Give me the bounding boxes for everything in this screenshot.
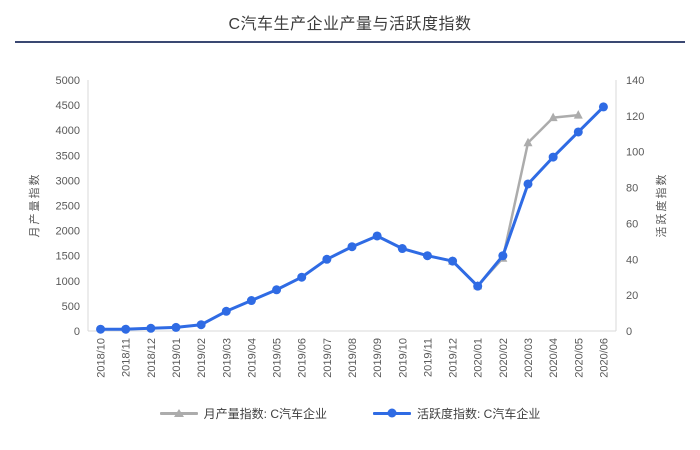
data-point-marker <box>347 242 357 252</box>
legend-item: 月产量指数: C汽车企业 <box>159 405 327 422</box>
circle-marker-icon <box>387 408 397 418</box>
x-axis-tick-label: 2020/01 <box>473 338 485 378</box>
right-axis-tick-label: 120 <box>626 111 644 123</box>
legend-item: 活跃度指数: C汽车企业 <box>373 405 540 422</box>
left-axis-tick-label: 3000 <box>56 175 80 187</box>
data-point-marker <box>523 137 533 147</box>
data-point-marker <box>246 296 256 306</box>
data-point-marker <box>171 322 181 332</box>
x-axis-tick-label: 2019/02 <box>196 338 208 378</box>
data-point-marker <box>272 285 282 295</box>
x-axis-tick-label: 2020/05 <box>573 338 585 378</box>
chart-title: C汽车生产企业产量与活跃度指数 <box>228 16 472 33</box>
left-axis-tick-label: 500 <box>62 301 80 313</box>
x-axis-tick-label: 2019/09 <box>372 338 384 378</box>
triangle-marker-icon <box>173 409 184 417</box>
x-axis-tick-label: 2019/08 <box>347 338 359 378</box>
left-axis-tick-label: 4500 <box>56 100 80 112</box>
data-point-marker <box>523 179 533 189</box>
left-axis-tick-label: 4000 <box>56 125 80 137</box>
data-point-marker <box>322 254 332 264</box>
x-axis-tick-label: 2020/06 <box>598 338 610 378</box>
x-axis-tick-label: 2019/03 <box>221 338 233 378</box>
left-axis-title: 月产量指数 <box>27 173 41 238</box>
data-point-marker <box>372 231 382 241</box>
title-divider <box>15 41 685 43</box>
data-point-marker <box>146 323 156 333</box>
x-axis-tick-label: 2019/10 <box>397 338 409 378</box>
right-axis-tick-label: 40 <box>626 254 638 266</box>
series-line <box>451 113 580 288</box>
left-axis-tick-label: 2000 <box>56 226 80 238</box>
x-axis-tick-label: 2019/04 <box>246 338 258 378</box>
x-axis-tick-label: 2020/03 <box>523 338 535 378</box>
x-axis-tick-label: 2019/12 <box>448 338 460 378</box>
right-axis-title: 活跃度指数 <box>654 173 668 238</box>
data-point-marker <box>548 112 558 122</box>
legend-line-sample <box>373 408 411 418</box>
data-point-marker <box>397 244 407 254</box>
data-point-marker <box>598 102 608 112</box>
left-axis-tick-label: 5000 <box>56 75 80 87</box>
left-axis-tick-label: 0 <box>74 326 80 338</box>
right-axis-tick-label: 140 <box>626 75 644 87</box>
left-axis-tick-label: 3500 <box>56 150 80 162</box>
right-axis-tick-label: 20 <box>626 290 638 302</box>
x-axis-tick-label: 2019/01 <box>171 338 183 378</box>
x-axis-tick-label: 2019/07 <box>322 338 334 378</box>
data-point-marker <box>121 324 131 334</box>
x-axis-tick-label: 2020/04 <box>548 338 560 378</box>
right-axis-tick-label: 0 <box>626 326 632 338</box>
data-point-marker <box>448 256 458 266</box>
x-axis-tick-label: 2018/12 <box>146 338 158 378</box>
left-axis-tick-label: 2500 <box>56 201 80 213</box>
left-axis-tick-label: 1500 <box>56 251 80 263</box>
x-axis-tick-label: 2018/11 <box>121 338 133 377</box>
chart-legend: 月产量指数: C汽车企业 活跃度指数: C汽车企业 <box>0 399 700 427</box>
legend-label: 活跃度指数: C汽车企业 <box>417 406 541 421</box>
data-point-marker <box>473 281 483 291</box>
data-point-marker <box>573 110 583 119</box>
right-axis-tick-label: 80 <box>626 183 638 195</box>
data-point-marker <box>422 251 432 261</box>
data-point-marker <box>196 320 206 330</box>
data-point-marker <box>498 251 508 261</box>
data-point-marker <box>548 152 558 162</box>
legend-label: 月产量指数: C汽车企业 <box>203 406 327 421</box>
x-axis-tick-label: 2018/10 <box>96 338 108 378</box>
data-point-marker <box>297 272 307 282</box>
legend-line-sample <box>159 409 198 417</box>
x-axis-tick-label: 2019/05 <box>272 338 284 378</box>
data-point-marker <box>96 324 106 334</box>
data-point-marker <box>221 306 231 316</box>
x-axis-tick-label: 2019/11 <box>422 338 434 377</box>
left-axis-tick-label: 1000 <box>56 276 80 288</box>
x-axis-tick-label: 2019/06 <box>297 338 309 378</box>
x-axis-tick-label: 2020/02 <box>498 338 510 378</box>
right-axis-tick-label: 100 <box>626 147 644 159</box>
right-axis-tick-label: 60 <box>626 218 638 230</box>
data-point-marker <box>573 127 583 137</box>
